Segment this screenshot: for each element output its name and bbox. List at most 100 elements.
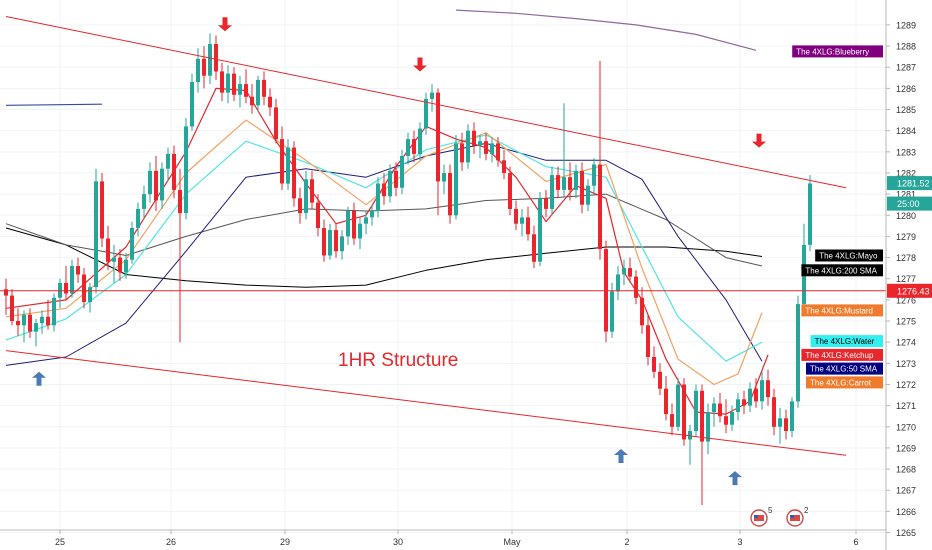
y-tick-label: 1270 [896,422,916,432]
candle-body [400,156,404,188]
candle-body [64,282,68,294]
indicator-tags: The 4XLG:Blueberry The 4XLG:Mayo The 4XLG:… [792,45,932,389]
candle-body [790,401,794,431]
candle-body [322,228,326,256]
candle [460,132,464,171]
candle-body [190,82,194,127]
price-tag-label: 1276.43 [897,286,930,296]
candle-body [616,274,620,292]
flag-stripes [754,515,764,521]
candle-body [532,234,536,262]
candle [142,185,146,220]
y-tick-label: 1271 [896,401,916,411]
candle-body [652,357,656,372]
candle-body [598,164,602,250]
y-tick-label: 1289 [896,20,916,30]
candle-body [586,185,590,205]
candle-body [268,96,272,108]
candle-body [130,228,134,260]
y-tick-label: 1280 [896,211,916,221]
candle-body [538,198,542,262]
candle [538,192,542,266]
candle-body [574,170,578,190]
candle [268,88,272,116]
candle [94,168,98,294]
candle-body [784,418,788,431]
candle [70,259,74,298]
candle-body [376,183,380,211]
candle [640,287,644,334]
y-tick-label: 1288 [896,42,916,52]
candle [124,253,128,279]
candle-body [334,230,338,252]
candle [418,122,422,161]
x-tick-label: 26 [166,537,176,547]
economic-event-icon[interactable]: 5 [750,506,773,527]
candle-body [484,141,488,154]
time-axis[interactable]: 25 26 29 30 May 2 3 6 [0,529,886,547]
economic-event-icon[interactable]: 2 [786,506,809,527]
indicator-tag-box [806,362,883,375]
candle [700,384,704,505]
candle [658,363,662,395]
candle [520,208,524,237]
candle-body [544,198,548,209]
candle [394,162,398,197]
candle-body [172,153,176,190]
candle-body [748,388,752,406]
candle-body [496,143,500,161]
candle-body [562,177,566,190]
candle-body [796,304,800,402]
candle-body [160,168,164,201]
candle [490,137,494,163]
trendlines [5,16,847,456]
candle-body [430,92,434,99]
candle [52,293,56,332]
candle [670,403,674,436]
candle-body [148,170,152,195]
y-tick-label: 1273 [896,359,916,369]
candle [106,225,110,271]
indicator-tag-box [806,376,883,389]
indicator-tag: The 4XLG:Water [810,335,883,348]
candle-body [94,181,98,288]
indicator-tag-label: The 4XLG:Carrot [810,378,872,387]
candle-body [250,96,254,106]
price-axis-background [886,0,932,550]
candle [256,75,260,112]
candle-body [724,416,728,425]
candle-body [46,316,50,326]
candle-body [4,289,8,296]
price-axis[interactable]: 1265 1266 1267 1268 1269 1270 1271 1272 1273 1274… [885,0,932,550]
y-tick-label: 1282 [896,169,916,179]
candle-body [112,257,116,262]
candle-body [694,390,698,431]
candle-body [742,399,746,406]
candle-body [634,276,638,298]
candle [178,168,182,343]
y-tick-label: 1284 [896,126,916,136]
arrow-up-icon [614,448,628,463]
overlay-line [455,9,757,51]
candle-body [22,314,26,326]
candle-body [670,414,674,427]
candle [742,390,746,415]
candle-body [220,71,224,93]
candle-body [682,384,686,440]
candle-body [646,325,650,357]
x-tick-label: 3 [737,537,742,547]
candle [610,282,614,338]
candle [352,202,356,245]
candle-body [736,399,740,412]
indicator-tag-box [810,335,883,348]
candle [496,137,500,167]
candle [364,211,368,235]
candle [232,67,236,102]
candle-body [610,291,614,332]
candle-body [154,170,158,201]
candle [544,189,548,218]
candle [748,382,752,412]
y-tick-label: 1278 [896,253,916,263]
